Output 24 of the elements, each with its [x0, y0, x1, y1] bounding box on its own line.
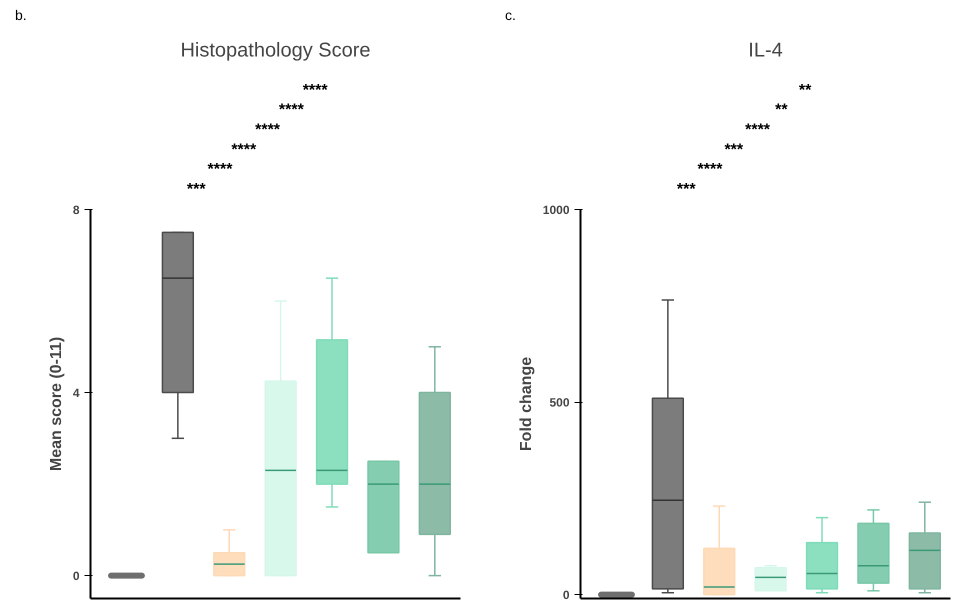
text: ****	[302, 82, 328, 99]
text: c.	[505, 6, 516, 25]
y-tick-label: 500	[549, 396, 570, 410]
text: ***	[676, 181, 696, 198]
chart-title: Histopathology Score	[180, 40, 371, 62]
y-tick-label: 1000	[542, 203, 570, 217]
text: ****	[278, 102, 305, 119]
text: ****	[698, 161, 724, 178]
y-tick-label: 0	[562, 588, 570, 602]
y-axis-title: Fold change	[518, 356, 535, 452]
y-axis-title: Mean score (0-11)	[48, 336, 65, 472]
y-tick-label: 0	[72, 569, 80, 584]
text: b.	[15, 6, 27, 25]
text: ****	[208, 161, 234, 178]
chart-title: IL-4	[748, 40, 783, 62]
text: ****	[745, 122, 771, 139]
text: **	[798, 82, 812, 99]
y-tick-label: 8	[72, 203, 80, 217]
text: ****	[231, 141, 258, 158]
text: ***	[186, 181, 206, 198]
text: ****	[255, 122, 281, 139]
text: **	[775, 102, 788, 119]
text: ***	[724, 141, 744, 158]
y-tick-label: 4	[72, 386, 80, 400]
